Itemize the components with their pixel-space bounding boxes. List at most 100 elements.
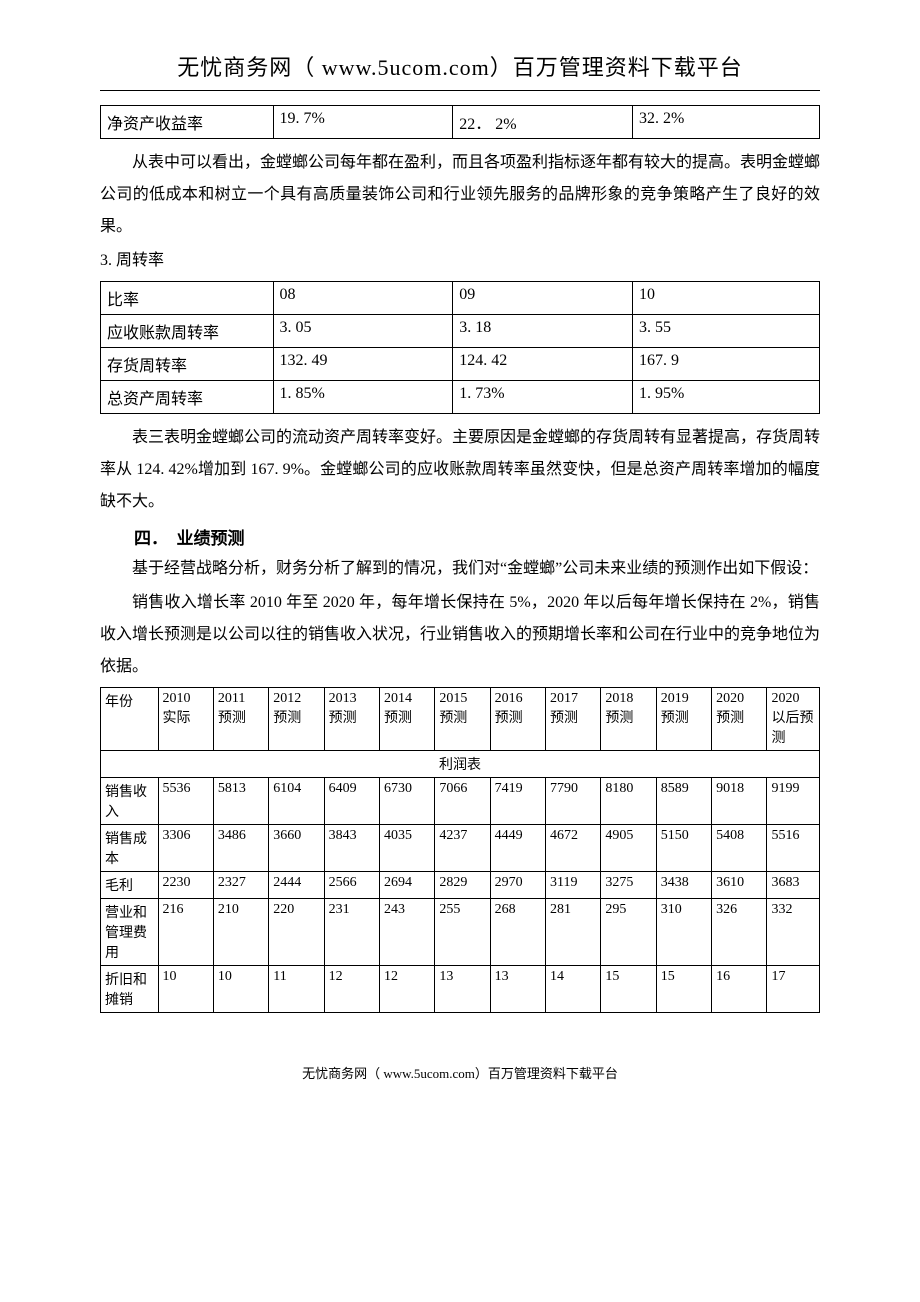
table-cell: 5516 [767,825,820,872]
paragraph-3: 基于经营战略分析，财务分析了解到的情况，我们对“金螳螂”公司未来业绩的预测作出如… [100,553,820,585]
table-cell: 8589 [656,778,711,825]
table-cell: 6409 [324,778,379,825]
table-cell: 营业和管理费用 [101,899,159,966]
table-cell: 14 [546,966,601,1013]
table-cell: 231 [324,899,379,966]
table-row: 营业和管理费用216210220231243255268281295310326… [101,899,820,966]
table-cell: 存货周转率 [101,348,274,381]
table-header-cell: 2013预测 [324,688,379,751]
table-subheader-row: 利润表 [101,751,820,778]
table-row: 比率080910 [101,282,820,315]
table-cell: 4237 [435,825,490,872]
table-cell: 9199 [767,778,820,825]
table-forecast: 年份2010实际2011预测2012预测2013预测2014预测2015预测20… [100,687,820,1013]
table-cell: 13 [490,966,545,1013]
table-cell: 应收账款周转率 [101,315,274,348]
table-cell: 销售成本 [101,825,159,872]
table-cell: 5408 [712,825,767,872]
table-cell: 268 [490,899,545,966]
page-footer: 无忧商务网（ www.5ucom.com）百万管理资料下载平台 [100,1063,820,1082]
table-row: 存货周转率132. 49124. 42167. 9 [101,348,820,381]
table-cell: 6104 [269,778,324,825]
table-row: 毛利22302327244425662694282929703119327534… [101,872,820,899]
table-cell: 132. 49 [273,348,453,381]
table-header-cell: 年份 [101,688,159,751]
table-cell: 7419 [490,778,545,825]
table-cell: 10 [213,966,268,1013]
section-4-title: 四． 业绩预测 [134,524,820,549]
table-header-cell: 2017预测 [546,688,601,751]
table-cell: 3. 18 [453,315,633,348]
table-row: 净资产收益率19. 7%22． 2%32. 2% [101,106,820,139]
table-cell: 16 [712,966,767,1013]
page-header: 无忧商务网（ www.5ucom.com）百万管理资料下载平台 [100,50,820,91]
table-cell: 3610 [712,872,767,899]
table-cell: 4035 [379,825,434,872]
table-cell: 11 [269,966,324,1013]
table-cell: 2566 [324,872,379,899]
table-cell: 08 [273,282,453,315]
table-cell: 2970 [490,872,545,899]
table-cell: 比率 [101,282,274,315]
table-cell: 1. 73% [453,381,633,414]
table-header-cell: 2010实际 [158,688,213,751]
table-cell: 2694 [379,872,434,899]
table-cell: 10 [633,282,820,315]
table-cell: 净资产收益率 [101,106,274,139]
table-cell: 5150 [656,825,711,872]
table-cell: 22． 2% [453,106,633,139]
table-cell: 5536 [158,778,213,825]
table-cell: 12 [379,966,434,1013]
table-cell: 210 [213,899,268,966]
table-header-cell: 2020以后预测 [767,688,820,751]
table-cell: 12 [324,966,379,1013]
table-row: 总资产周转率1. 85%1. 73%1. 95% [101,381,820,414]
table-cell: 9018 [712,778,767,825]
table-header-cell: 2014预测 [379,688,434,751]
table-cell: 32. 2% [633,106,820,139]
table-cell: 15 [601,966,656,1013]
table-row: 销售成本330634863660384340354237444946724905… [101,825,820,872]
table-cell: 7066 [435,778,490,825]
table-cell: 243 [379,899,434,966]
table-cell: 总资产周转率 [101,381,274,414]
paragraph-4: 销售收入增长率 2010 年至 2020 年，每年增长保持在 5%，2020 年… [100,587,820,683]
table-cell: 5813 [213,778,268,825]
table-cell: 3683 [767,872,820,899]
table-cell: 3306 [158,825,213,872]
table-header-cell: 2015预测 [435,688,490,751]
table-cell: 3486 [213,825,268,872]
table-cell: 8180 [601,778,656,825]
table-cell: 7790 [546,778,601,825]
table-cell: 255 [435,899,490,966]
table-cell: 3275 [601,872,656,899]
table-cell: 2829 [435,872,490,899]
table-header-cell: 2011预测 [213,688,268,751]
table-cell: 310 [656,899,711,966]
table-cell: 3660 [269,825,324,872]
table-cell: 15 [656,966,711,1013]
table-cell: 10 [158,966,213,1013]
label-turnover: 3. 周转率 [100,245,820,277]
table-cell: 折旧和摊销 [101,966,159,1013]
table-header-cell: 2018预测 [601,688,656,751]
table-cell: 2230 [158,872,213,899]
table-cell: 3843 [324,825,379,872]
table-row: 年份2010实际2011预测2012预测2013预测2014预测2015预测20… [101,688,820,751]
paragraph-1: 从表中可以看出，金螳螂公司每年都在盈利，而且各项盈利指标逐年都有较大的提高。表明… [100,147,820,243]
table-net-asset-return: 净资产收益率19. 7%22． 2%32. 2% [100,105,820,139]
table-cell: 17 [767,966,820,1013]
table-row: 销售收入553658136104640967307066741977908180… [101,778,820,825]
table-cell: 124. 42 [453,348,633,381]
table-cell: 4672 [546,825,601,872]
table-turnover-ratios: 比率080910应收账款周转率3. 053. 183. 55存货周转率132. … [100,281,820,414]
table-cell: 326 [712,899,767,966]
table-subheader-cell: 利润表 [101,751,820,778]
table-header-cell: 2016预测 [490,688,545,751]
table-cell: 167. 9 [633,348,820,381]
table-cell: 332 [767,899,820,966]
table-header-cell: 2019预测 [656,688,711,751]
table-cell: 销售收入 [101,778,159,825]
table-cell: 2327 [213,872,268,899]
table-cell: 3. 55 [633,315,820,348]
